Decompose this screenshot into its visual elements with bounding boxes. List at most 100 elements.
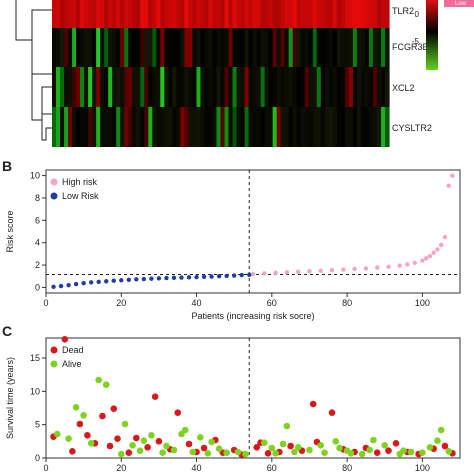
heatmap-cell [220,107,226,147]
legend-label-low: Low [455,1,467,7]
heatmap-cell [72,107,77,147]
heatmap-cell [284,28,290,67]
point-high-risk [412,260,418,266]
heatmap-cell [328,28,334,67]
heatmap-cell [220,67,226,107]
point-high-risk [262,271,267,276]
point-alive [140,437,148,444]
heatmap-cell [136,67,141,107]
heatmap-cell [264,28,270,67]
heatmap-cell [208,0,214,28]
heatmap-cell [348,107,354,147]
point-dead [328,409,336,416]
point-high-risk [446,183,451,188]
heatmap-cell [172,0,177,28]
heatmap-cells [52,0,390,147]
point-alive [437,426,445,434]
heatmap-cell [224,28,230,67]
heatmap-cell [64,67,69,107]
heatmap-cell [248,67,254,107]
heatmap-cell [228,107,234,147]
heatmap-cell [76,107,81,147]
heatmap-cell [92,107,97,147]
heatmap-cell [384,67,390,107]
heatmap-cell [376,67,382,107]
y-tick-label: 2 [35,260,40,270]
heatmap-cell [96,0,101,28]
point-dead [61,336,69,343]
x-axis-label: Patients (increasing risk socre) [191,311,314,321]
heatmap-cell [164,67,169,107]
heatmap-cell [92,0,97,28]
point-alive [407,448,415,456]
heatmap-cell [308,0,314,28]
point-alive [87,440,95,447]
heatmap-cell [340,0,346,28]
colorbar [426,0,438,70]
heatmap-cell [200,107,206,147]
heatmap-cell [212,67,218,107]
heatmap-cell [244,28,250,67]
heatmap-cell [180,107,185,147]
heatmap-cell [244,107,250,147]
point-alive [170,446,178,454]
heatmap-cell [84,28,89,67]
dendrogram [15,0,52,141]
point-low-risk [73,281,79,287]
heatmap-cell [312,107,318,147]
point-high-risk [295,269,301,274]
heatmap-cell [176,107,181,147]
heatmap-cell [168,107,173,147]
heatmap-cell [168,28,173,67]
heatmap-cell [324,28,330,67]
heatmap-cell [68,28,73,67]
heatmap-cell [160,0,165,28]
heatmap-cell [316,67,322,107]
point-dead [133,434,140,442]
heatmap-cell [260,67,266,107]
heatmap-cell [88,0,93,28]
heatmap-cell [348,0,354,28]
heatmap-cell [296,67,302,107]
heatmap-cell [280,28,286,67]
heatmap-cell [156,67,161,107]
heatmap-cell [204,28,210,67]
heatmap-cell [64,107,69,147]
heatmap-cell [364,107,370,147]
heatmap-cell [104,107,109,147]
heatmap-cell [136,107,141,147]
heatmap-cell [364,28,370,67]
point-alive [163,442,170,450]
heatmap-cell [52,67,57,107]
point-alive [260,439,268,446]
heatmap-cell [332,107,338,147]
heatmap-cell [372,0,378,28]
point-high-risk [431,250,436,255]
heatmap-cell [144,107,149,147]
point-alive [102,381,110,388]
x-tick-label: 60 [267,463,277,473]
point-low-risk [58,283,64,289]
heatmap-cell [60,28,65,67]
heatmap-cell [368,0,374,28]
heatmap-cell [52,28,57,67]
heatmap-cell [380,107,386,147]
y-axis-label: Survival time (years) [5,357,15,439]
point-dead [144,444,151,451]
heatmap-cell [112,67,117,107]
point-dead [106,442,114,450]
point-alive [117,450,125,458]
point-low-risk [201,274,207,279]
heatmap-cell [108,107,113,147]
legend-marker [50,360,58,368]
heatmap-cell [136,0,141,28]
heatmap-cell [176,67,181,107]
heatmap-cell [348,67,354,107]
heatmap-cell [228,28,234,67]
heatmap-cell [252,107,258,147]
point-low-risk [111,278,116,283]
heatmap-cell [340,28,346,67]
heatmap-cell [236,67,242,107]
x-tick-label: 40 [192,298,202,308]
point-dead [309,400,317,408]
